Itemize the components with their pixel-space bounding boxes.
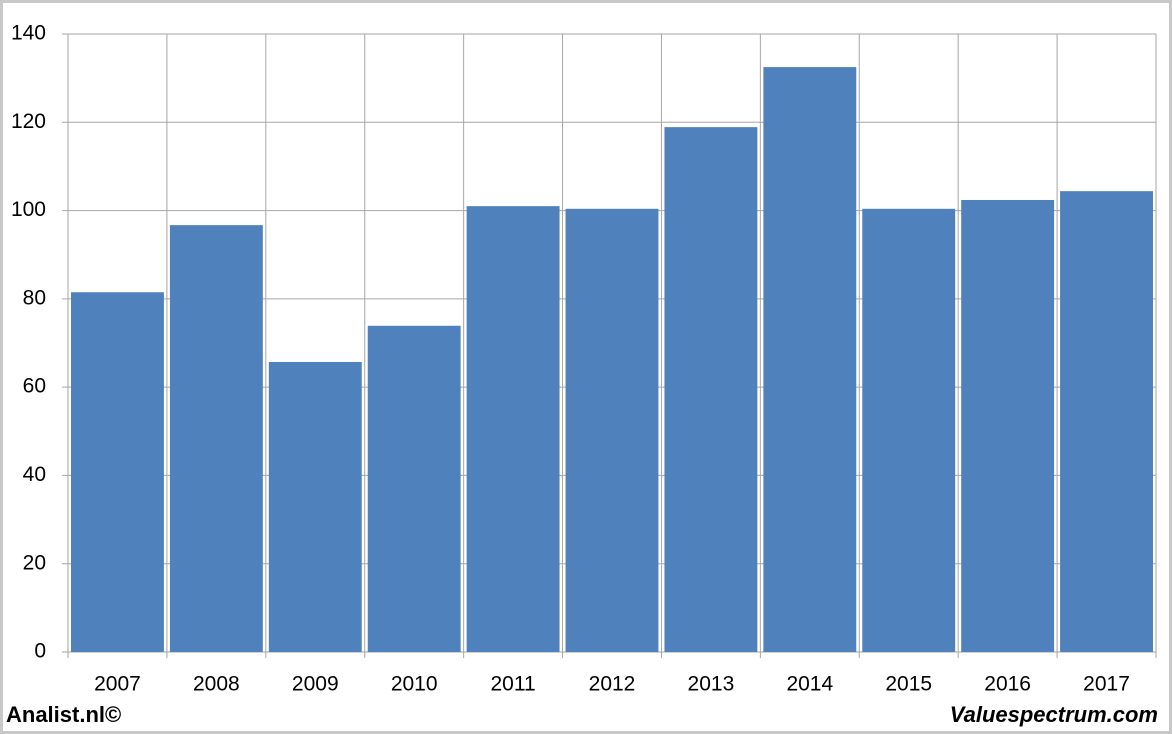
bar [169, 225, 263, 653]
bar [763, 67, 857, 653]
x-tick-label: 2015 [885, 673, 932, 696]
bar [71, 292, 164, 652]
x-tick-label: 2012 [589, 673, 636, 696]
bar [367, 325, 461, 652]
bar [466, 206, 560, 652]
bar [565, 208, 659, 652]
y-tick-label: 80 [23, 286, 46, 309]
y-tick-label: 140 [11, 22, 46, 45]
bar [961, 199, 1055, 652]
x-tick-label: 2007 [94, 673, 141, 696]
footer-left: Analist.nl© [6, 702, 121, 727]
bar [1060, 191, 1153, 653]
y-tick-label: 120 [11, 110, 46, 133]
y-tick-label: 0 [34, 640, 46, 663]
bar [268, 361, 362, 652]
bar [862, 208, 956, 652]
y-tick-label: 40 [23, 463, 46, 486]
y-tick-label: 60 [23, 375, 46, 398]
x-tick-label: 2013 [688, 673, 735, 696]
x-tick-label: 2010 [391, 673, 438, 696]
x-tick-label: 2014 [786, 673, 833, 696]
x-tick-label: 2016 [984, 673, 1031, 696]
y-tick-label: 20 [23, 551, 46, 574]
x-tick-label: 2008 [193, 673, 240, 696]
x-tick-label: 2017 [1083, 673, 1130, 696]
x-tick-label: 2011 [491, 673, 536, 696]
footer-right: Valuespectrum.com [950, 702, 1158, 727]
bar [664, 127, 758, 653]
y-tick-label: 100 [11, 198, 46, 221]
x-tick-label: 2009 [292, 673, 339, 696]
